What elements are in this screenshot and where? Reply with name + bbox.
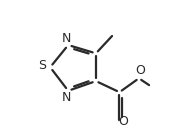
Text: O: O (118, 115, 128, 128)
Text: N: N (61, 32, 71, 45)
Text: O: O (135, 64, 145, 77)
Text: N: N (61, 91, 71, 103)
Text: S: S (38, 59, 46, 72)
